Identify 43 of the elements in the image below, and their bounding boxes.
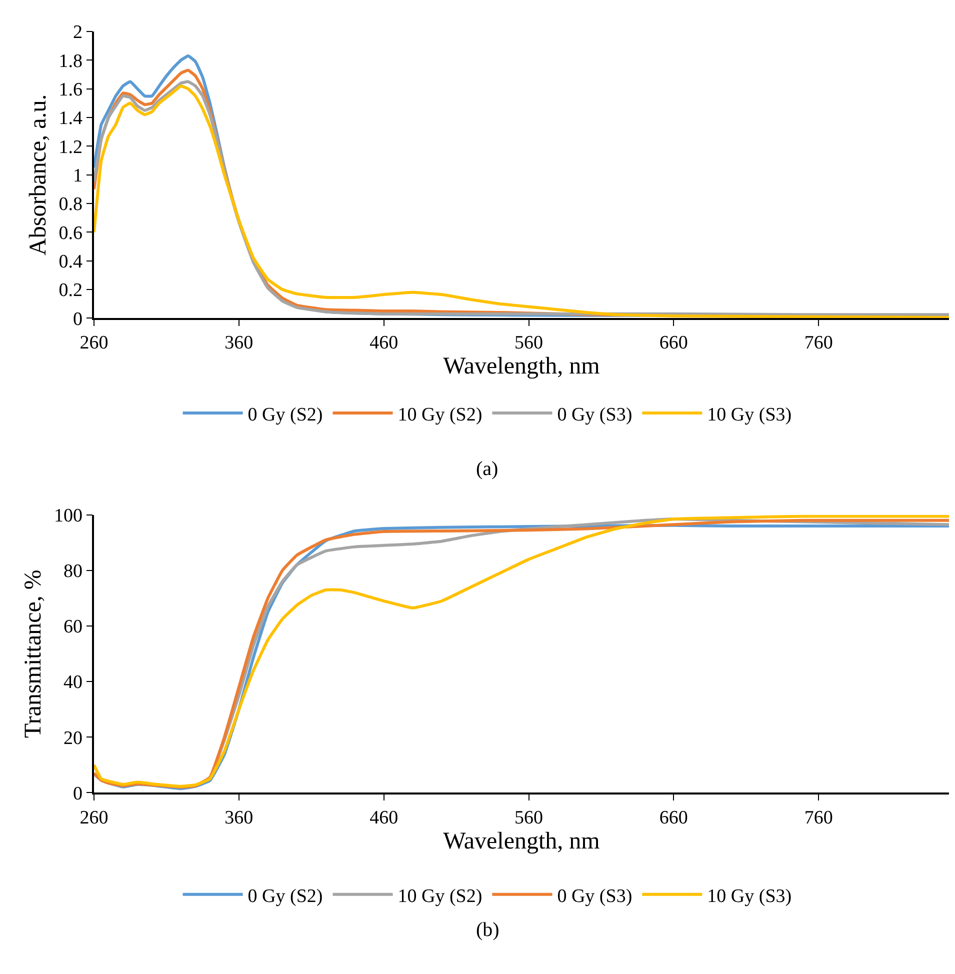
y-tick-label: 60 <box>63 616 82 638</box>
y-tick-label: 1 <box>72 165 82 186</box>
legend-label: 10 Gy (S3) <box>707 404 792 426</box>
y-tick-label: 1.4 <box>58 108 83 130</box>
text: (b) <box>476 919 500 941</box>
y-tick-label: 1.8 <box>58 50 82 72</box>
y-tick-label: 1.2 <box>58 136 82 158</box>
legend-label: 0 Gy (S3) <box>557 886 632 907</box>
y-axis-title: Transmittance, % <box>20 570 47 738</box>
text: (a) <box>476 458 498 480</box>
y-tick-label: 2 <box>72 22 82 44</box>
x-tick-label: 360 <box>224 807 254 828</box>
legend-label: 10 Gy (S2) <box>398 404 482 426</box>
x-axis-title: Wavelength, nm <box>443 828 600 854</box>
x-tick-label: 760 <box>804 807 833 828</box>
legend-label: 0 Gy (S2) <box>248 886 323 907</box>
legend-label: 0 Gy (S3) <box>557 404 632 426</box>
y-tick-label: 40 <box>63 672 82 694</box>
x-axis-title: Wavelength, nm <box>443 354 600 380</box>
y-tick-label: 0.6 <box>58 222 82 244</box>
x-tick-label: 760 <box>804 332 833 354</box>
y-axis-title: Absorbance, a.u. <box>25 94 52 256</box>
x-tick-label: 260 <box>80 807 108 828</box>
x-tick-label: 460 <box>370 807 398 828</box>
x-tick-label: 660 <box>659 807 688 828</box>
x-tick-label: 660 <box>659 332 688 354</box>
x-tick-label: 560 <box>514 807 543 828</box>
x-tick-label: 260 <box>80 332 108 354</box>
y-tick-label: 1.6 <box>58 79 82 100</box>
y-tick-label: 0.4 <box>58 252 83 273</box>
x-tick-label: 460 <box>370 332 398 354</box>
y-tick-label: 0.2 <box>58 280 82 302</box>
y-tick-label: 0 <box>72 783 82 804</box>
y-tick-label: 20 <box>63 728 82 749</box>
legend-label: 0 Gy (S2) <box>248 404 323 426</box>
x-tick-label: 360 <box>224 332 254 354</box>
y-tick-label: 0.8 <box>58 194 82 216</box>
y-tick-label: 100 <box>54 506 82 527</box>
y-tick-label: 80 <box>63 561 82 582</box>
x-tick-label: 560 <box>514 332 543 354</box>
legend-label: 10 Gy (S3) <box>707 886 792 907</box>
y-tick-label: 0 <box>72 308 82 330</box>
legend-label: 10 Gy (S2) <box>398 886 482 907</box>
